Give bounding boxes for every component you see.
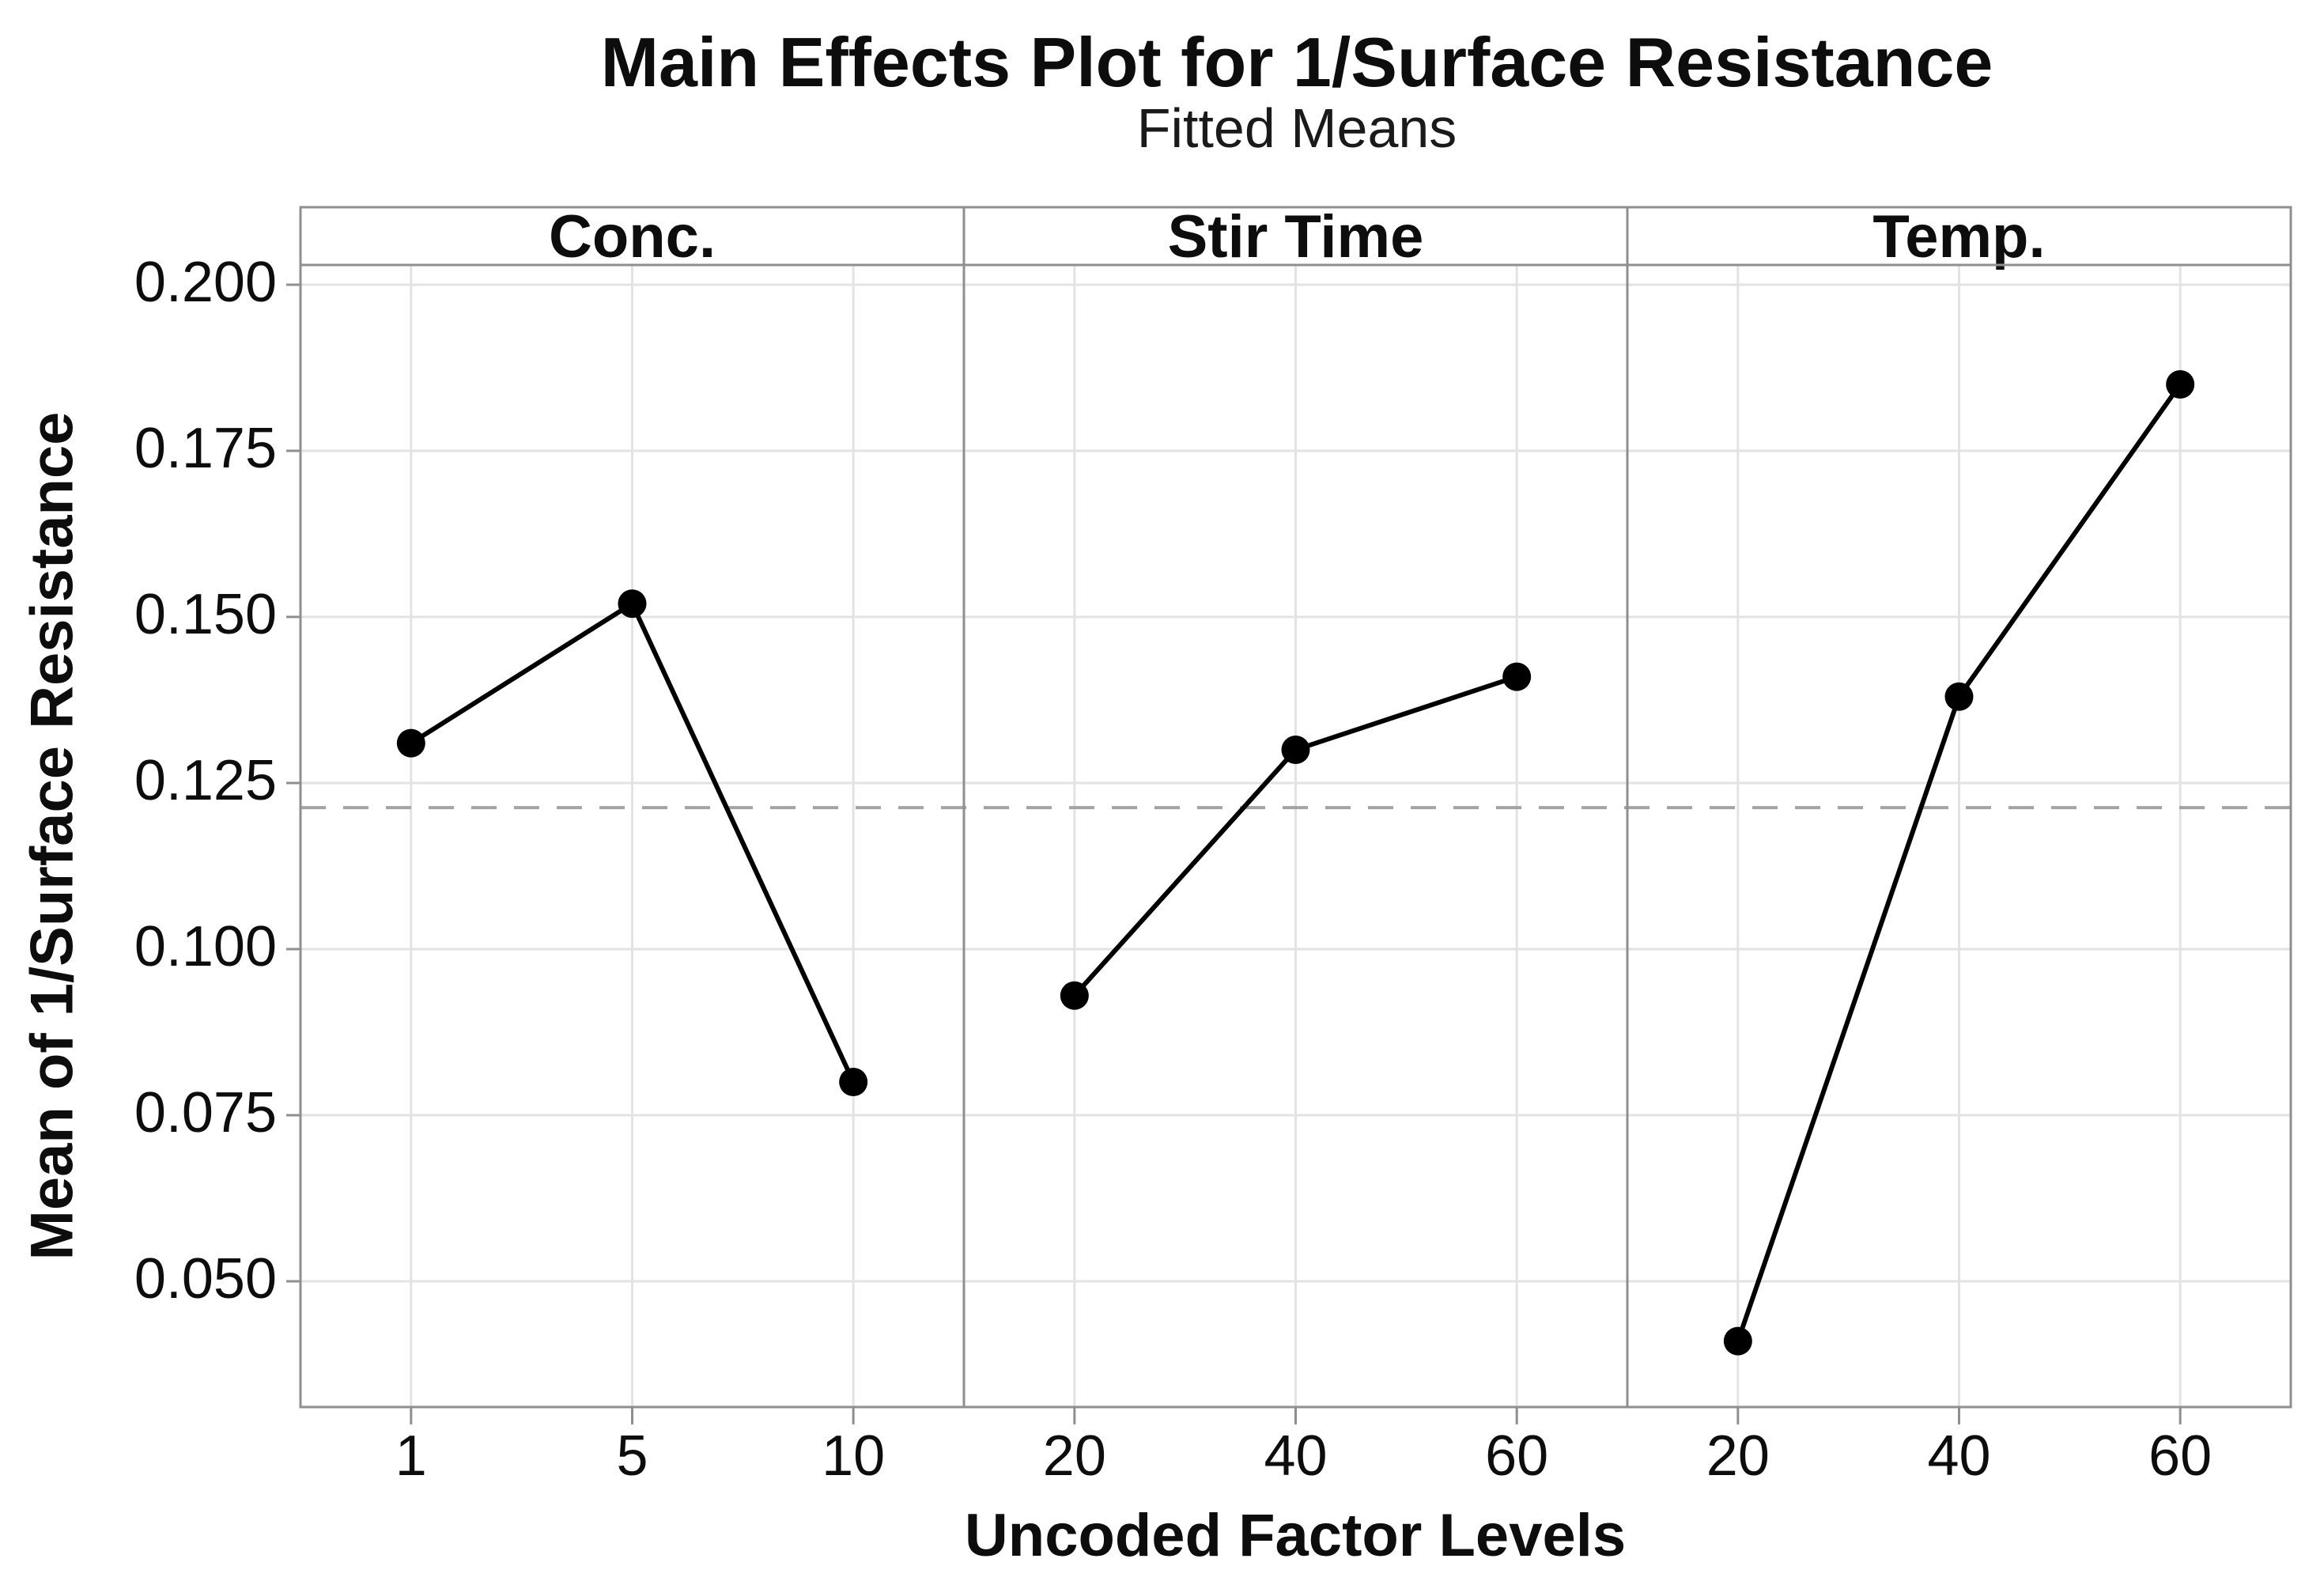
data-point-temp-20 bbox=[1723, 1326, 1752, 1356]
x-tick-label-temp-60: 60 bbox=[2148, 1424, 2213, 1488]
y-tick-label-0.175: 0.175 bbox=[134, 417, 277, 480]
x-tick-label-stir-time-40: 40 bbox=[1264, 1424, 1328, 1488]
y-tick-label-0.125: 0.125 bbox=[134, 749, 277, 812]
x-tick-label-temp-40: 40 bbox=[1927, 1424, 1991, 1488]
y-tick-label-0.100: 0.100 bbox=[134, 915, 277, 978]
data-point-temp-40 bbox=[1944, 682, 1974, 711]
data-point-stir-time-60 bbox=[1502, 662, 1532, 691]
y-tick-label-0.150: 0.150 bbox=[134, 583, 277, 646]
chart-subtitle: Fitted Means bbox=[1136, 97, 1457, 159]
data-point-conc-10 bbox=[839, 1068, 868, 1096]
y-tick-label-0.050: 0.050 bbox=[134, 1247, 277, 1311]
y-tick-label-0.075: 0.075 bbox=[134, 1081, 277, 1144]
x-axis-title: Uncoded Factor Levels bbox=[964, 1502, 1627, 1569]
data-point-conc-5 bbox=[618, 589, 647, 618]
x-tick-label-conc-5: 5 bbox=[616, 1424, 648, 1488]
plot-border bbox=[299, 206, 2292, 1409]
chart-title: Main Effects Plot for 1/Surface Resistan… bbox=[600, 23, 1993, 101]
panel-header-temp: Temp. bbox=[1872, 203, 2046, 270]
x-tick-label-conc-1: 1 bbox=[395, 1424, 427, 1488]
panel-header-stir-time: Stir Time bbox=[1167, 203, 1424, 270]
data-point-stir-time-20 bbox=[1060, 981, 1089, 1010]
panel-header-conc: Conc. bbox=[548, 203, 716, 270]
x-tick-label-stir-time-60: 60 bbox=[1485, 1424, 1549, 1488]
data-point-temp-60 bbox=[2166, 370, 2195, 399]
y-tick-label-0.200: 0.200 bbox=[134, 251, 277, 314]
x-tick-label-temp-20: 20 bbox=[1706, 1424, 1770, 1488]
x-tick-label-conc-10: 10 bbox=[822, 1424, 886, 1488]
data-point-conc-1 bbox=[396, 728, 425, 758]
data-point-stir-time-40 bbox=[1281, 736, 1310, 764]
x-tick-label-stir-time-20: 20 bbox=[1042, 1424, 1106, 1488]
